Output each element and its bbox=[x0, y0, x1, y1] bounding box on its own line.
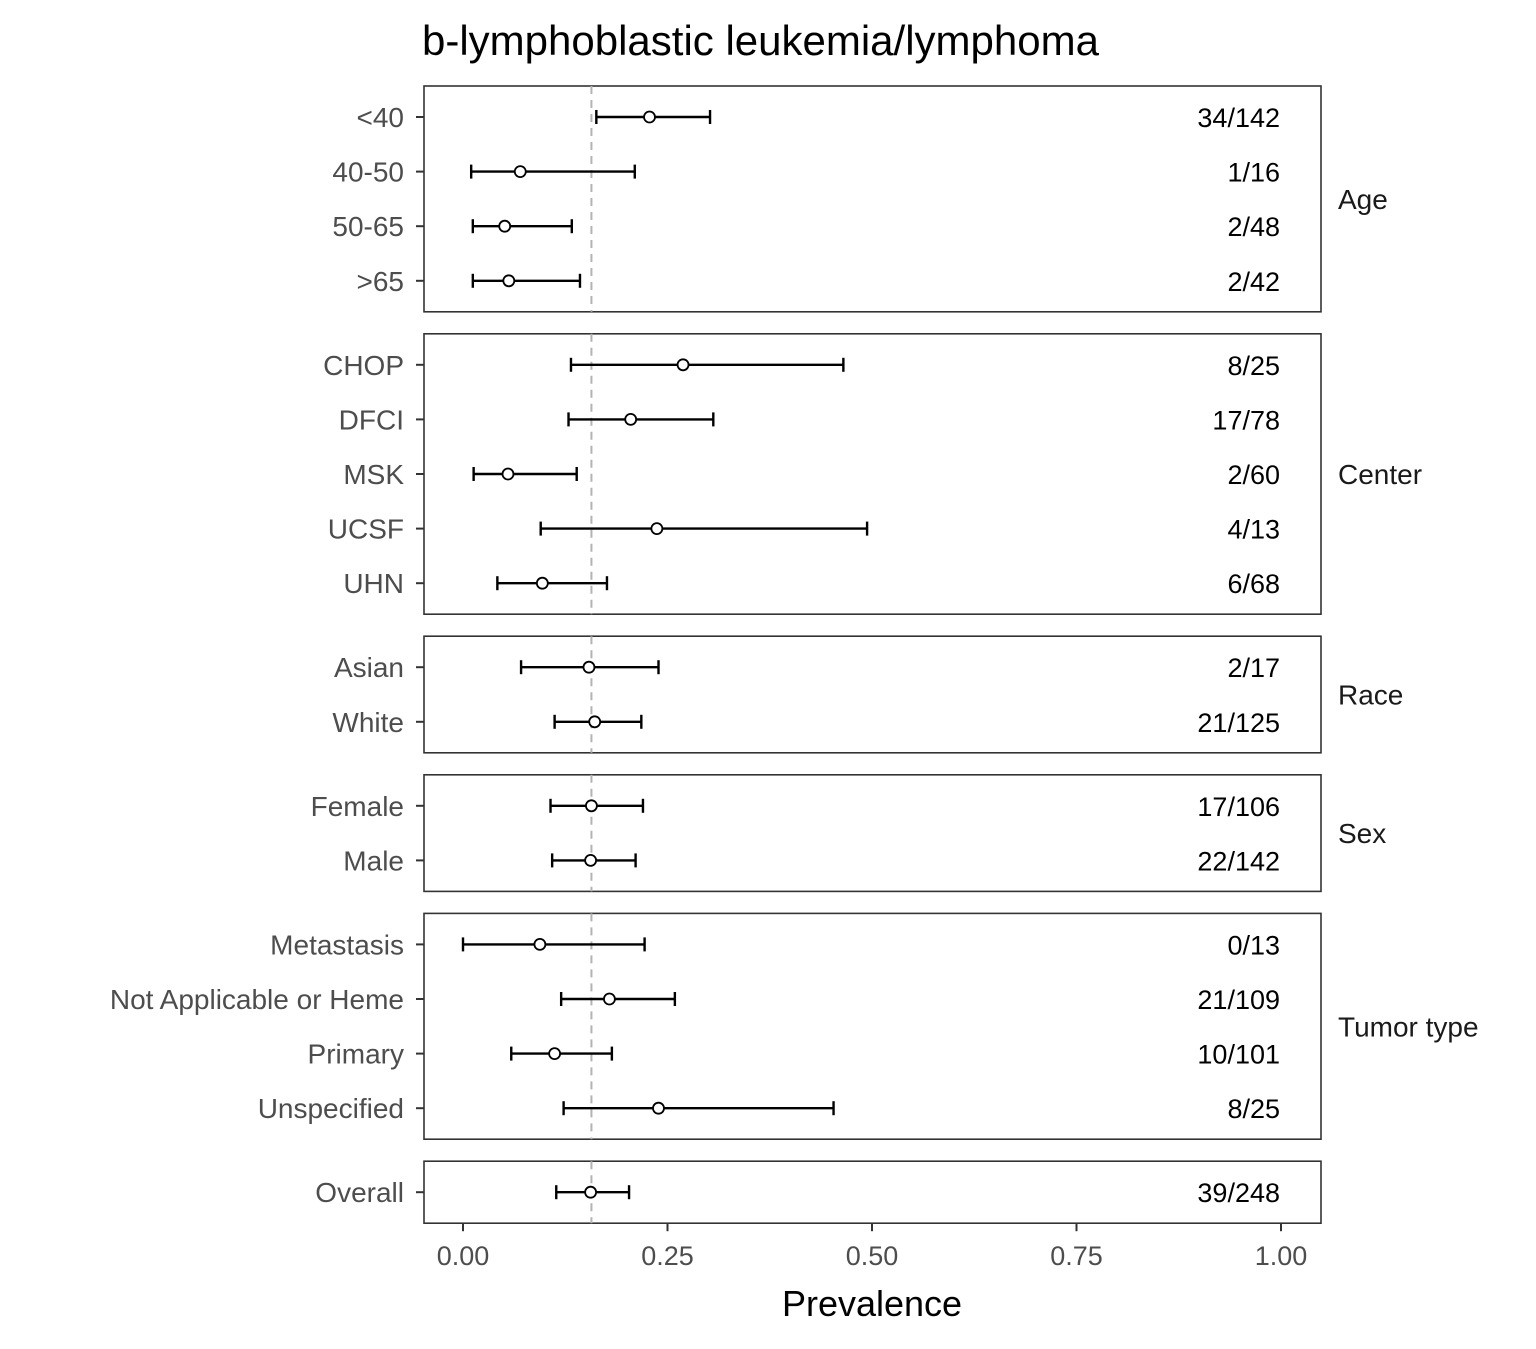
category-label: Metastasis bbox=[270, 929, 404, 960]
count-label: 39/248 bbox=[1197, 1178, 1280, 1208]
category-label: Unspecified bbox=[258, 1093, 404, 1124]
forest-row: Asian 2/17 bbox=[334, 652, 1280, 683]
forest-row: White 21/125 bbox=[332, 707, 1280, 738]
panel-border bbox=[423, 773, 1322, 893]
panel-race: Asian 2/17 White 21/125 Race bbox=[332, 635, 1403, 754]
x-axis: 0.00 0.25 0.50 0.75 1.00 bbox=[437, 1223, 1308, 1271]
group-label: Sex bbox=[1338, 818, 1386, 849]
point-estimate bbox=[643, 110, 656, 124]
group-label: Race bbox=[1338, 680, 1403, 711]
point-estimate bbox=[548, 1047, 562, 1060]
point-estimate bbox=[535, 576, 549, 590]
category-label: UHN bbox=[343, 568, 404, 599]
category-label: CHOP bbox=[323, 350, 404, 381]
point-estimate bbox=[582, 660, 596, 674]
forest-row: MSK 2/60 bbox=[343, 459, 1280, 490]
point-estimate bbox=[652, 1101, 665, 1115]
count-label: 34/142 bbox=[1197, 103, 1280, 133]
forest-row: Not Applicable or Heme 21/109 bbox=[110, 984, 1280, 1015]
category-label: Not Applicable or Heme bbox=[110, 984, 404, 1015]
point-estimate bbox=[533, 938, 547, 951]
count-label: 10/101 bbox=[1197, 1040, 1280, 1070]
forest-row: CHOP 8/25 bbox=[323, 350, 1280, 381]
count-label: 22/142 bbox=[1197, 846, 1280, 876]
category-label: UCSF bbox=[328, 514, 404, 545]
count-label: 2/17 bbox=[1227, 653, 1280, 683]
count-label: 6/68 bbox=[1227, 569, 1280, 599]
count-label: 1/16 bbox=[1227, 158, 1280, 188]
category-label: Female bbox=[311, 791, 404, 822]
forest-row: 40-50 1/16 bbox=[332, 157, 1280, 188]
panel-center: CHOP 8/25 DFCI 17/78 MSK 2/60 UCSF 4/13 UHN 6/68 C… bbox=[323, 332, 1422, 615]
panel-tumor-type: Metastasis 0/13 Not Applicable or Heme 21/1… bbox=[110, 912, 1479, 1141]
x-tick-label: 0.25 bbox=[641, 1241, 694, 1271]
forest-row: Overall 39/248 bbox=[315, 1177, 1280, 1208]
count-label: 2/60 bbox=[1227, 460, 1280, 490]
count-label: 8/25 bbox=[1227, 1094, 1280, 1124]
category-label: Asian bbox=[334, 652, 404, 683]
count-label: 17/106 bbox=[1197, 792, 1280, 822]
category-label: <40 bbox=[357, 102, 405, 133]
point-estimate bbox=[650, 522, 664, 535]
count-label: 2/48 bbox=[1227, 212, 1280, 242]
forest-row: Primary 10/101 bbox=[308, 1039, 1280, 1070]
chart-title: b-lymphoblastic leukemia/lymphoma bbox=[422, 17, 1100, 64]
panel-age: <40 34/142 40-50 1/16 50-65 2/48 >65 2/42 Age bbox=[332, 85, 1388, 313]
panel-border bbox=[423, 912, 1322, 1141]
category-label: Primary bbox=[308, 1039, 404, 1070]
category-label: 40-50 bbox=[332, 157, 404, 188]
panel-overall: Overall 39/248 bbox=[315, 1160, 1322, 1224]
category-label: Overall bbox=[315, 1177, 404, 1208]
count-label: 2/42 bbox=[1227, 267, 1280, 297]
forest-row: Metastasis 0/13 bbox=[270, 929, 1280, 960]
category-label: >65 bbox=[357, 266, 405, 297]
category-label: DFCI bbox=[339, 404, 404, 435]
point-estimate bbox=[502, 274, 516, 288]
group-label: Age bbox=[1338, 184, 1388, 215]
count-label: 21/125 bbox=[1197, 708, 1280, 738]
category-label: MSK bbox=[343, 459, 404, 490]
forest-row: <40 34/142 bbox=[357, 102, 1281, 133]
point-estimate bbox=[584, 1185, 598, 1199]
point-estimate bbox=[624, 412, 638, 426]
forest-row: >65 2/42 bbox=[357, 266, 1281, 297]
x-tick-label: 0.50 bbox=[846, 1241, 899, 1271]
point-estimate bbox=[513, 165, 527, 179]
category-label: White bbox=[332, 707, 404, 738]
point-estimate bbox=[501, 467, 515, 481]
point-estimate bbox=[588, 715, 602, 729]
category-label: Male bbox=[343, 845, 404, 876]
forest-row: DFCI 17/78 bbox=[339, 404, 1280, 435]
forest-row: UCSF 4/13 bbox=[328, 514, 1280, 545]
count-label: 8/25 bbox=[1227, 351, 1280, 381]
category-label: 50-65 bbox=[332, 211, 404, 242]
x-tick-label: 0.75 bbox=[1050, 1241, 1103, 1271]
panels: <40 34/142 40-50 1/16 50-65 2/48 >65 2/42 Age CHO… bbox=[110, 85, 1479, 1224]
point-estimate bbox=[498, 219, 512, 233]
panel-border bbox=[423, 85, 1322, 313]
count-label: 17/78 bbox=[1212, 405, 1280, 435]
x-tick-label: 0.00 bbox=[437, 1241, 490, 1271]
point-estimate bbox=[584, 854, 598, 867]
forest-row: 50-65 2/48 bbox=[332, 211, 1280, 242]
point-estimate bbox=[603, 992, 616, 1006]
panel-border bbox=[423, 635, 1322, 754]
group-label: Center bbox=[1338, 459, 1422, 490]
group-label: Tumor type bbox=[1338, 1011, 1479, 1042]
point-estimate bbox=[676, 358, 690, 372]
forest-row: Female 17/106 bbox=[311, 791, 1280, 822]
point-estimate bbox=[585, 799, 598, 813]
count-label: 0/13 bbox=[1227, 930, 1280, 960]
forest-row: Male 22/142 bbox=[343, 845, 1280, 876]
forest-row: UHN 6/68 bbox=[343, 568, 1280, 599]
x-tick-label: 1.00 bbox=[1255, 1241, 1308, 1271]
x-axis-title: Prevalence bbox=[782, 1283, 962, 1324]
count-label: 4/13 bbox=[1227, 515, 1280, 545]
count-label: 21/109 bbox=[1197, 985, 1280, 1015]
panel-sex: Female 17/106 Male 22/142 Sex bbox=[311, 773, 1386, 893]
forest-row: Unspecified 8/25 bbox=[258, 1093, 1280, 1124]
